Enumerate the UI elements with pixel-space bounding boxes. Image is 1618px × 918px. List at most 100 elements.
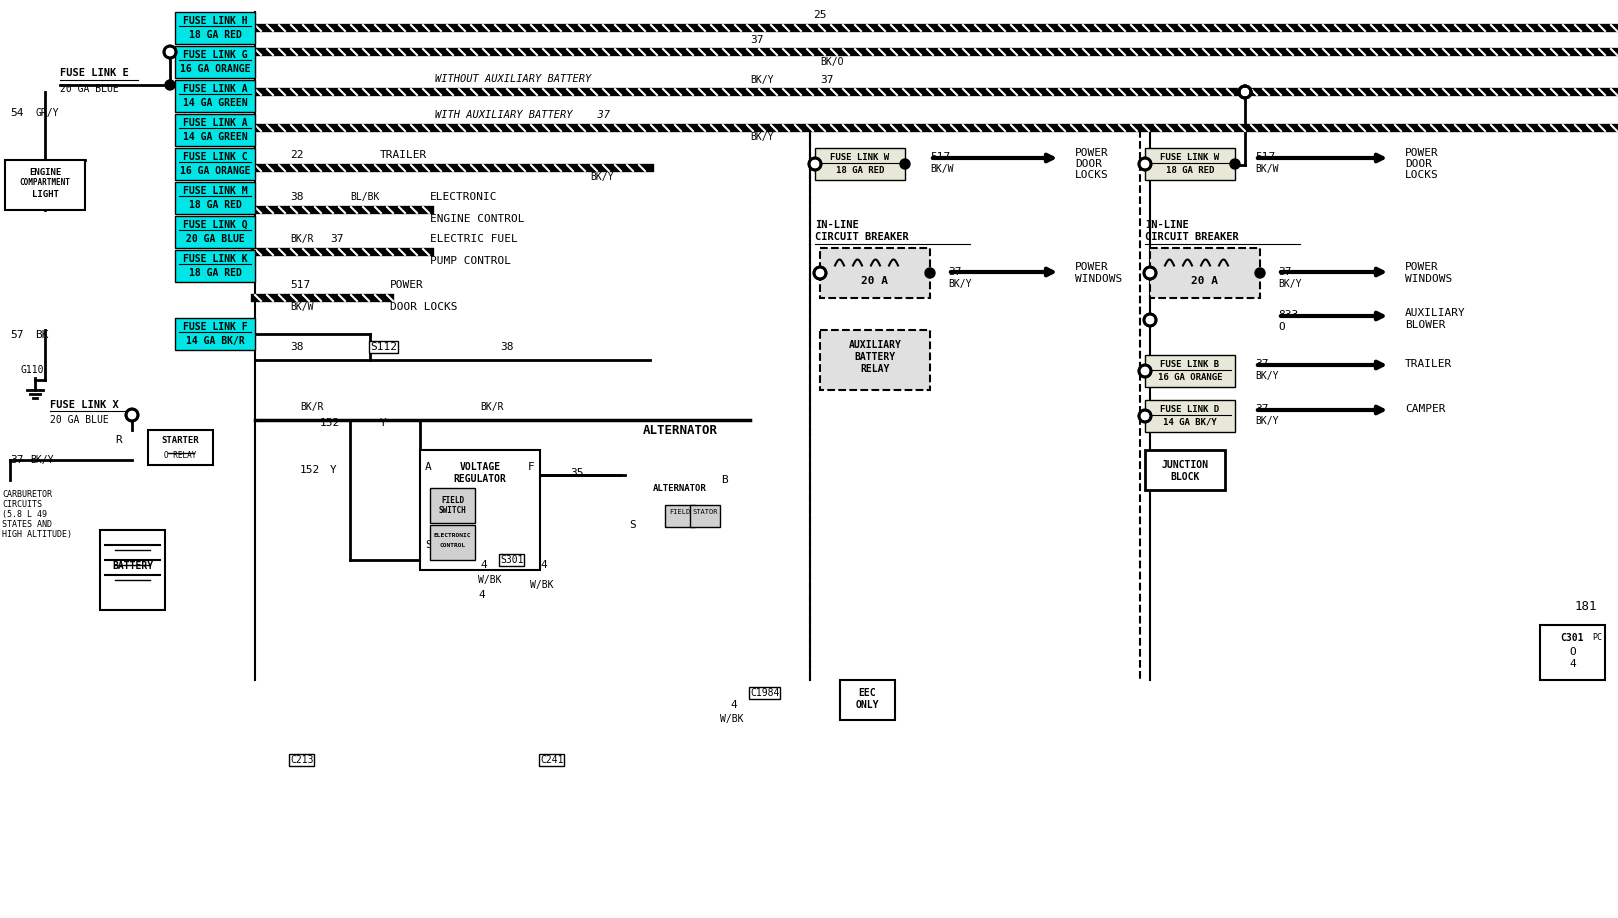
Text: AUXILIARY: AUXILIARY (1404, 308, 1466, 318)
Text: C241: C241 (540, 755, 563, 765)
Text: BK/W: BK/W (290, 302, 314, 312)
Text: Y: Y (330, 465, 337, 475)
Text: POWER: POWER (1404, 148, 1438, 158)
Text: 16 GA ORANGE: 16 GA ORANGE (180, 64, 251, 74)
Text: O: O (1569, 647, 1576, 657)
Bar (175, 216, 256, 248)
Circle shape (900, 159, 909, 169)
Text: 833: 833 (1278, 310, 1298, 320)
Text: 18 GA RED: 18 GA RED (1167, 166, 1214, 175)
Text: WITH AUXILIARY BATTERY    37: WITH AUXILIARY BATTERY 37 (435, 110, 610, 120)
Text: 152: 152 (299, 465, 320, 475)
Text: BATTERY: BATTERY (854, 352, 895, 362)
Text: FUSE LINK K: FUSE LINK K (183, 254, 248, 264)
Text: EEC: EEC (859, 688, 877, 698)
Text: STARTER: STARTER (162, 436, 199, 445)
Text: FUSE LINK Q: FUSE LINK Q (183, 220, 248, 230)
Text: BK/Y: BK/Y (591, 172, 613, 182)
Text: C213: C213 (290, 755, 314, 765)
Text: 517: 517 (1256, 152, 1275, 162)
Text: TRAILER: TRAILER (1404, 359, 1453, 369)
Text: Y: Y (380, 418, 387, 428)
Text: ONLY: ONLY (856, 700, 879, 710)
Bar (1146, 400, 1235, 432)
Text: 4: 4 (540, 560, 547, 570)
Circle shape (1144, 267, 1155, 279)
Bar (175, 148, 256, 180)
Text: 37: 37 (1256, 404, 1269, 414)
Bar (665, 505, 696, 527)
Circle shape (625, 445, 735, 555)
Text: 20 GA BLUE: 20 GA BLUE (50, 415, 108, 425)
Text: FUSE LINK H: FUSE LINK H (183, 16, 248, 26)
Text: WITHOUT AUXILIARY BATTERY: WITHOUT AUXILIARY BATTERY (435, 74, 591, 84)
Text: FUSE LINK W: FUSE LINK W (830, 153, 890, 162)
Bar (840, 680, 895, 720)
Text: LOCKS: LOCKS (1074, 170, 1108, 180)
Text: IN-LINE: IN-LINE (815, 220, 859, 230)
Bar (175, 114, 256, 146)
Text: 14 GA GREEN: 14 GA GREEN (183, 98, 248, 108)
Text: COMPARTMENT: COMPARTMENT (19, 178, 71, 187)
Text: WINDOWS: WINDOWS (1074, 274, 1123, 284)
Text: 4: 4 (1569, 659, 1576, 669)
Text: CIRCUIT BREAKER: CIRCUIT BREAKER (815, 232, 909, 242)
Text: FUSE LINK M: FUSE LINK M (183, 186, 248, 196)
Text: 22: 22 (290, 150, 304, 160)
Bar (175, 46, 256, 78)
Text: HIGH ALTITUDE): HIGH ALTITUDE) (2, 530, 71, 539)
Text: BK/W: BK/W (930, 164, 953, 174)
Bar (175, 250, 256, 282)
Text: BLOCK: BLOCK (1170, 472, 1199, 482)
Text: BK/Y: BK/Y (751, 132, 773, 142)
Text: FUSE LINK X: FUSE LINK X (50, 400, 118, 410)
Text: 37: 37 (1256, 359, 1269, 369)
Text: POWER: POWER (1404, 262, 1438, 272)
Text: 18 GA RED: 18 GA RED (189, 200, 241, 210)
Text: O: O (1278, 322, 1285, 332)
Bar (430, 488, 476, 523)
Text: 38: 38 (290, 342, 304, 352)
Bar (175, 318, 256, 350)
Text: S112: S112 (371, 342, 396, 352)
Text: CONTROL: CONTROL (440, 543, 466, 548)
Text: POWER: POWER (390, 280, 424, 290)
Text: O RELAY: O RELAY (165, 451, 197, 460)
Text: WINDOWS: WINDOWS (1404, 274, 1453, 284)
Text: FUSE LINK B: FUSE LINK B (1160, 360, 1220, 369)
Circle shape (1139, 158, 1150, 170)
Text: S301: S301 (500, 555, 524, 565)
Text: 18 GA RED: 18 GA RED (837, 166, 883, 175)
Text: ALTERNATOR: ALTERNATOR (642, 423, 717, 436)
Bar (1146, 355, 1235, 387)
Bar (421, 450, 540, 570)
Text: 54: 54 (10, 108, 24, 118)
Text: 37: 37 (948, 267, 961, 277)
Text: FUSE LINK W: FUSE LINK W (1160, 153, 1220, 162)
Text: CIRCUITS: CIRCUITS (2, 500, 42, 509)
Text: BLOWER: BLOWER (1404, 320, 1445, 330)
Text: 181: 181 (1574, 600, 1597, 613)
Text: FUSE LINK F: FUSE LINK F (183, 322, 248, 332)
Text: 4: 4 (481, 560, 487, 570)
Text: FUSE LINK C: FUSE LINK C (183, 152, 248, 162)
Circle shape (1144, 314, 1155, 326)
Text: BATTERY: BATTERY (112, 561, 154, 571)
Text: 517: 517 (930, 152, 950, 162)
Circle shape (925, 268, 935, 278)
Text: 14 GA BK/Y: 14 GA BK/Y (1163, 418, 1217, 427)
Text: F: F (527, 462, 536, 472)
Text: 37: 37 (1278, 267, 1291, 277)
Text: 152: 152 (320, 418, 340, 428)
Circle shape (1239, 86, 1251, 98)
Text: 37: 37 (10, 455, 24, 465)
Text: 16 GA ORANGE: 16 GA ORANGE (1158, 373, 1222, 382)
Text: B: B (722, 475, 728, 485)
Text: LIGHT: LIGHT (32, 190, 58, 199)
Bar (689, 505, 720, 527)
Text: ELECTRONIC: ELECTRONIC (434, 533, 471, 538)
Text: VOLTAGE: VOLTAGE (460, 462, 500, 472)
Text: 37: 37 (820, 75, 833, 85)
Text: LOCKS: LOCKS (1404, 170, 1438, 180)
Text: RELAY: RELAY (861, 364, 890, 374)
